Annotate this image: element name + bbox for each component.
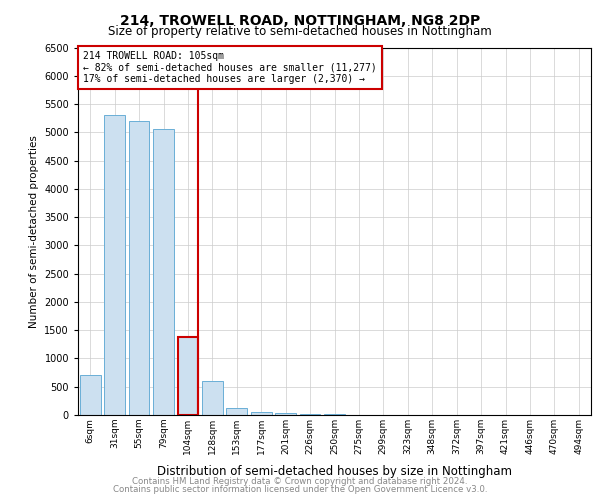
- X-axis label: Distribution of semi-detached houses by size in Nottingham: Distribution of semi-detached houses by …: [157, 466, 512, 478]
- Bar: [178, 337, 199, 415]
- Bar: [299, 414, 320, 415]
- Bar: [275, 414, 296, 415]
- Text: Contains HM Land Registry data © Crown copyright and database right 2024.: Contains HM Land Registry data © Crown c…: [132, 477, 468, 486]
- Bar: [128, 121, 149, 415]
- Bar: [324, 414, 345, 415]
- Bar: [104, 116, 125, 415]
- Text: 214 TROWELL ROAD: 105sqm
← 82% of semi-detached houses are smaller (11,277)
17% : 214 TROWELL ROAD: 105sqm ← 82% of semi-d…: [83, 51, 377, 84]
- Y-axis label: Number of semi-detached properties: Number of semi-detached properties: [29, 135, 38, 328]
- Text: Contains public sector information licensed under the Open Government Licence v3: Contains public sector information licen…: [113, 485, 487, 494]
- Bar: [202, 380, 223, 415]
- Text: Size of property relative to semi-detached houses in Nottingham: Size of property relative to semi-detach…: [108, 25, 492, 38]
- Bar: [251, 412, 272, 415]
- Bar: [80, 376, 101, 415]
- Bar: [153, 130, 174, 415]
- Text: 214, TROWELL ROAD, NOTTINGHAM, NG8 2DP: 214, TROWELL ROAD, NOTTINGHAM, NG8 2DP: [120, 14, 480, 28]
- Bar: [226, 408, 247, 415]
